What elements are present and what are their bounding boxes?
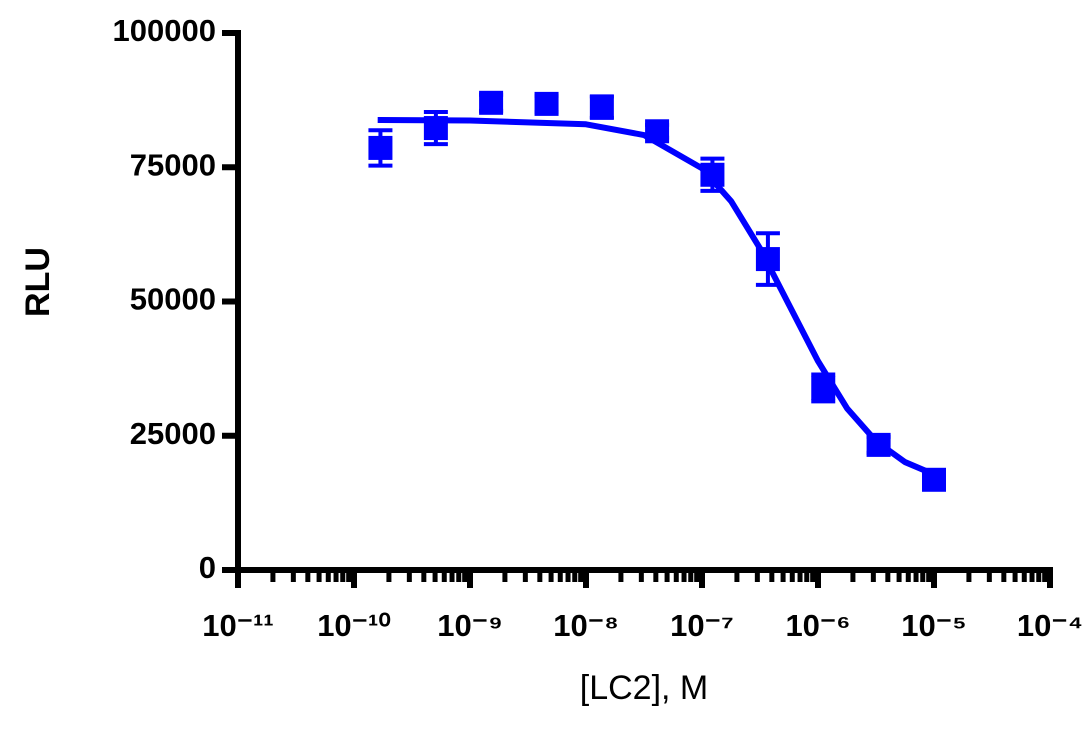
y-tick-label: 25000 (130, 416, 216, 451)
x-tick-label: 10⁻⁹ (437, 608, 503, 643)
y-tick-label: 75000 (130, 147, 216, 182)
x-tick-label: 10⁻⁴ (1017, 608, 1083, 643)
y-tick-label: 50000 (130, 282, 216, 317)
data-point (922, 467, 946, 492)
data-point (589, 95, 614, 120)
x-tick-label: 10⁻⁸ (553, 608, 619, 643)
x-tick-label: 10⁻⁷ (670, 608, 734, 643)
data-point (368, 135, 393, 160)
y-tick-label: 100000 (113, 13, 216, 48)
x-axis-label: [LC2], M (580, 669, 708, 707)
data-point (755, 247, 780, 272)
data-point (423, 116, 448, 141)
data-point (645, 119, 670, 144)
x-tick-label: 10⁻¹¹ (202, 608, 274, 643)
data-point (811, 375, 836, 400)
data-point (866, 432, 891, 457)
y-tick-label: 0 (199, 550, 216, 585)
fit-curve (377, 116, 936, 478)
x-tick-label: 10⁻⁶ (785, 608, 850, 643)
data-point (479, 90, 504, 115)
data-point (700, 162, 725, 187)
y-axis-label: RLU (19, 247, 57, 317)
x-tick-label: 10⁻¹⁰ (317, 608, 391, 643)
data-point (534, 91, 559, 116)
x-tick-label: 10⁻⁵ (901, 608, 966, 643)
